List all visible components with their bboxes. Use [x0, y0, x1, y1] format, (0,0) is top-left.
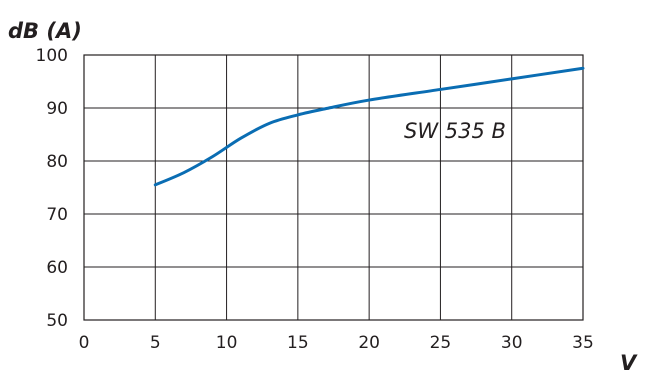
plot-area	[83, 54, 584, 321]
y-tick-label: 60	[46, 258, 68, 278]
y-tick-label: 50	[46, 311, 68, 331]
grid	[83, 54, 584, 321]
x-tick-label: 20	[358, 333, 380, 353]
series-layer	[153, 66, 585, 187]
x-tick-label: 5	[150, 333, 161, 353]
x-tick-label: 30	[501, 333, 523, 353]
tick-labels: 0 5 10 15 20 25 30 35 50 60 70 80 90 100	[36, 46, 594, 353]
y-tick-label: 100	[36, 46, 68, 66]
plot-border	[83, 54, 584, 321]
series-label: SW 535 B	[404, 119, 506, 143]
x-axis-title: V	[620, 351, 638, 375]
x-tick-label: 15	[287, 333, 309, 353]
x-tick-label: 10	[216, 333, 238, 353]
x-tick-label: 25	[430, 333, 452, 353]
y-tick-label: 70	[46, 205, 68, 225]
y-tick-label: 80	[46, 152, 68, 172]
x-tick-label: 35	[572, 333, 594, 353]
series-line	[153, 66, 585, 187]
y-axis-title: dB (A)	[8, 19, 82, 43]
x-tick-label: 0	[79, 333, 90, 353]
y-tick-label: 90	[46, 99, 68, 119]
